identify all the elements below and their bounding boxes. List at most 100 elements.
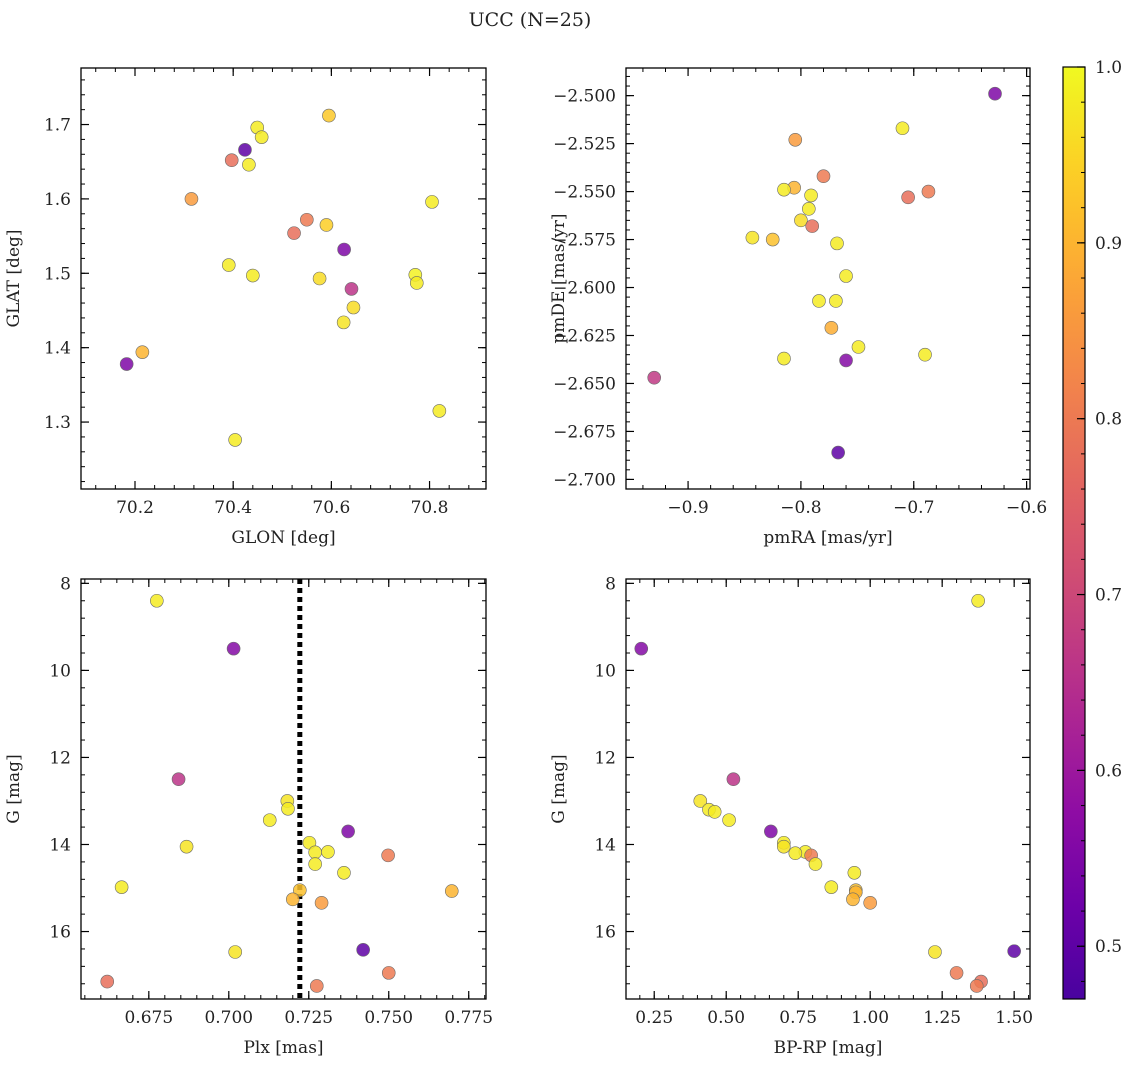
data-point	[824, 880, 839, 894]
data-point	[356, 943, 370, 957]
data-point	[228, 945, 242, 959]
data-point	[921, 184, 936, 199]
panel-4: 0.25 0.50 0.75 1.00 1.25 1.50 8 10 12 14 16 BP-RP […	[549, 574, 1033, 1058]
scatter-points	[634, 593, 1021, 993]
y-tick-label: 16	[594, 923, 616, 943]
data-point	[293, 883, 307, 897]
data-point	[851, 340, 866, 354]
x-tick-label: 0.25	[635, 1008, 673, 1028]
data-point	[1007, 944, 1021, 958]
y-tick-label: 14	[49, 835, 71, 855]
data-point	[802, 202, 816, 216]
data-point	[839, 269, 853, 283]
data-point	[344, 282, 359, 296]
x-tick-label: 0.775	[444, 1008, 493, 1028]
y-tick-label: 10	[594, 661, 616, 681]
scatter-points	[647, 86, 1002, 460]
data-point	[309, 979, 324, 993]
x-tick-label: 1.50	[995, 1008, 1033, 1028]
x-tick-label: 70.2	[116, 498, 154, 518]
y-axis-label: G [mag]	[549, 754, 569, 823]
data-point	[969, 979, 984, 993]
y-tick-label: 12	[49, 748, 71, 768]
x-tick-label: 0.50	[707, 1008, 745, 1028]
colorbar: 0.5 0.6 0.7 0.8 0.9 1.0	[1062, 58, 1122, 1000]
y-tick-label: 1.6	[44, 190, 71, 210]
y-tick-label: 16	[49, 923, 71, 943]
data-point	[444, 884, 459, 898]
data-point	[830, 236, 844, 251]
colorbar-tick-label: 0.5	[1095, 937, 1122, 957]
data-point	[179, 839, 194, 854]
data-point	[707, 805, 722, 819]
data-point	[804, 188, 818, 203]
data-point	[777, 182, 791, 197]
data-point	[847, 865, 862, 880]
data-point	[184, 192, 199, 206]
data-point	[634, 641, 649, 656]
data-point	[171, 772, 186, 787]
x-axis-label: Plx [mas]	[243, 1038, 323, 1058]
panel-1: 70.2 70.4 70.6 70.8 1.3 1.4 1.5 1.6 1.7 GLON [deg…	[4, 67, 487, 548]
y-tick-label: −2.575	[553, 231, 616, 251]
x-tick-label: 70.8	[411, 498, 449, 518]
data-point	[346, 300, 361, 315]
data-point	[745, 230, 760, 245]
plot-frame	[625, 67, 1031, 490]
data-point	[777, 351, 791, 366]
y-tick-label: −2.550	[553, 183, 616, 203]
scatter-points	[119, 108, 447, 447]
x-tick-label: 0.675	[124, 1008, 173, 1028]
x-tick-label: 0.725	[284, 1008, 333, 1028]
data-point	[409, 276, 424, 290]
plot-frame	[625, 578, 1031, 1000]
x-tick-label: 1.25	[923, 1008, 961, 1028]
scatter-points	[100, 593, 459, 993]
colorbar-tick-label: 0.6	[1095, 761, 1122, 781]
data-point	[287, 226, 301, 240]
colorbar-bar	[1062, 66, 1086, 1000]
x-tick-label: 70.4	[214, 498, 252, 518]
data-point	[829, 294, 843, 308]
data-point	[100, 974, 115, 989]
x-tick-label: 0.75	[779, 1008, 817, 1028]
y-tick-label: 1.7	[44, 116, 71, 136]
data-point	[337, 242, 351, 257]
data-point	[114, 880, 129, 894]
data-point	[319, 218, 334, 232]
plot-area	[626, 68, 1030, 489]
y-tick-label: 1.3	[44, 413, 71, 433]
data-point	[322, 108, 336, 123]
y-tick-label: −2.700	[553, 470, 616, 490]
data-point	[425, 195, 439, 209]
data-point	[321, 845, 335, 859]
y-tick-label: 12	[594, 748, 616, 768]
data-point	[824, 321, 839, 335]
data-point	[816, 169, 831, 184]
data-point	[764, 824, 778, 839]
y-tick-label: 10	[49, 661, 71, 681]
data-point	[226, 641, 241, 656]
data-point	[971, 593, 985, 608]
data-point	[432, 404, 447, 418]
x-tick-label: −0.9	[667, 498, 708, 518]
data-point	[381, 966, 396, 980]
data-point	[224, 153, 239, 168]
data-point	[308, 845, 322, 860]
y-axis-label: G [mag]	[4, 754, 24, 823]
y-tick-label: −2.675	[553, 422, 616, 442]
data-point	[281, 802, 295, 816]
colorbar-tick-label: 0.7	[1095, 586, 1122, 606]
y-tick-label: −2.525	[553, 135, 616, 155]
data-point	[988, 86, 1002, 101]
y-tick-label: −2.500	[553, 87, 616, 107]
x-tick-label: 0.700	[204, 1008, 253, 1028]
data-point	[135, 345, 150, 359]
data-point	[337, 865, 351, 880]
data-point	[831, 445, 845, 460]
data-point	[314, 896, 329, 910]
x-tick-label: 70.6	[312, 498, 350, 518]
data-point	[300, 212, 314, 227]
data-point	[805, 219, 820, 233]
plots-layer: 70.2 70.4 70.6 70.8 1.3 1.4 1.5 1.6 1.7 GLON [deg…	[4, 67, 1047, 1058]
